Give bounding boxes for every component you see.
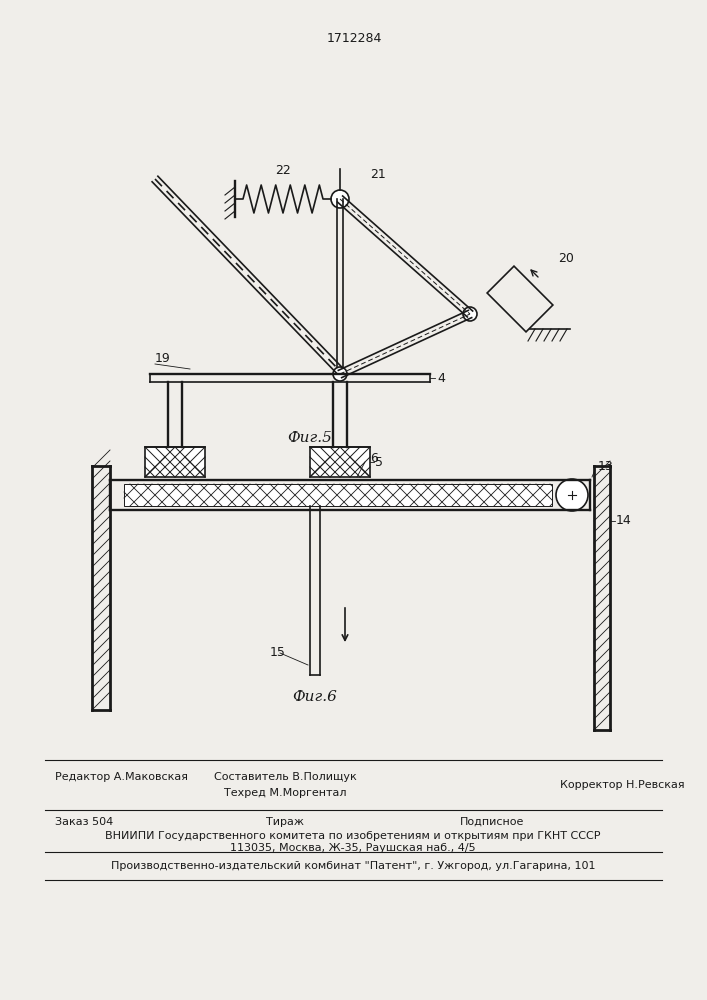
Circle shape bbox=[556, 479, 588, 511]
Circle shape bbox=[331, 190, 349, 208]
Text: 113035, Москва, Ж-35, Раушская наб., 4/5: 113035, Москва, Ж-35, Раушская наб., 4/5 bbox=[230, 843, 476, 853]
Text: 15: 15 bbox=[270, 647, 286, 660]
Text: Тираж: Тираж bbox=[266, 817, 304, 827]
Text: Производственно-издательский комбинат "Патент", г. Ужгород, ул.Гагарина, 101: Производственно-издательский комбинат "П… bbox=[111, 861, 595, 871]
Text: 4: 4 bbox=[437, 371, 445, 384]
Bar bbox=[124, 484, 552, 506]
Text: 1712284: 1712284 bbox=[327, 31, 382, 44]
Text: Корректор Н.Ревская: Корректор Н.Ревская bbox=[560, 780, 684, 790]
Text: 22: 22 bbox=[275, 164, 291, 178]
Circle shape bbox=[463, 307, 477, 321]
Text: 6: 6 bbox=[370, 452, 378, 464]
Text: Подписное: Подписное bbox=[460, 817, 525, 827]
Bar bbox=[310, 447, 370, 477]
Text: Фиг.6: Фиг.6 bbox=[293, 690, 337, 704]
Text: Техред М.Моргентал: Техред М.Моргентал bbox=[223, 788, 346, 798]
Text: Составитель В.Полищук: Составитель В.Полищук bbox=[214, 772, 356, 782]
Text: 5: 5 bbox=[375, 456, 383, 468]
Text: Редактор А.Маковская: Редактор А.Маковская bbox=[55, 772, 188, 782]
Bar bbox=[145, 447, 205, 477]
Text: 20: 20 bbox=[558, 252, 574, 265]
Circle shape bbox=[333, 367, 347, 381]
Text: Фиг.5: Фиг.5 bbox=[288, 431, 332, 445]
Text: Заказ 504: Заказ 504 bbox=[55, 817, 113, 827]
Text: ВНИИПИ Государственного комитета по изобретениям и открытиям при ГКНТ СССР: ВНИИПИ Государственного комитета по изоб… bbox=[105, 831, 601, 841]
Text: 19: 19 bbox=[155, 352, 171, 364]
Text: 14: 14 bbox=[616, 514, 632, 528]
Text: 13: 13 bbox=[598, 460, 614, 473]
Text: 21: 21 bbox=[370, 167, 386, 180]
